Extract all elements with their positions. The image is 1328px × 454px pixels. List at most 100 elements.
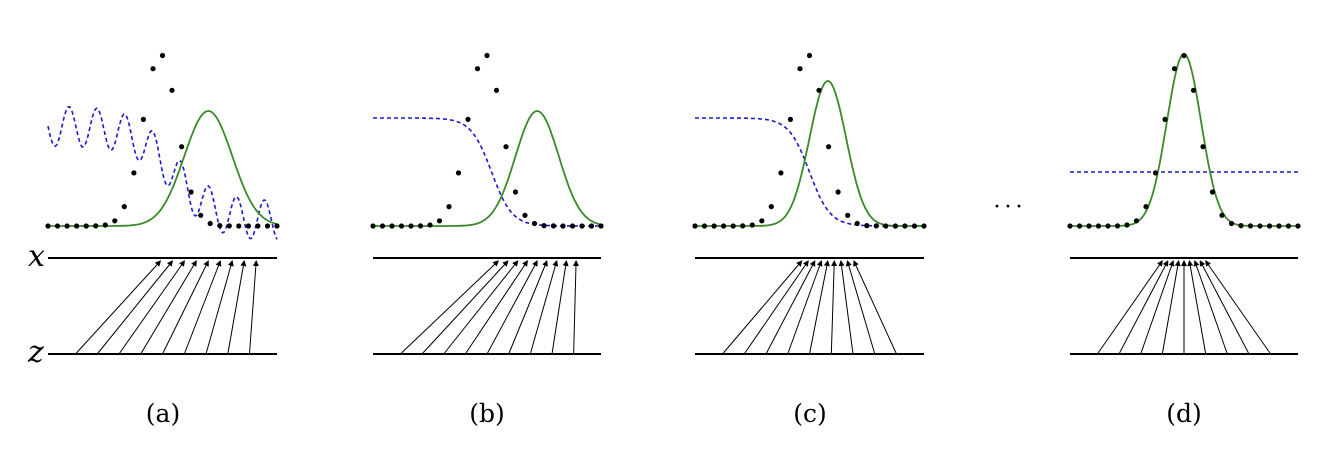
mapping-arrow bbox=[162, 260, 209, 355]
data-point bbox=[1095, 223, 1102, 229]
data-point bbox=[370, 223, 376, 229]
mapping-arrow bbox=[743, 260, 809, 355]
data-point bbox=[806, 52, 813, 59]
data-point bbox=[1143, 204, 1149, 210]
data-point bbox=[131, 170, 137, 176]
mapping-arrow bbox=[400, 260, 499, 355]
data-point bbox=[226, 223, 232, 229]
data-point bbox=[1152, 170, 1159, 176]
data-point bbox=[121, 204, 127, 210]
data-point bbox=[569, 223, 576, 229]
panel-caption-b: (b) bbox=[469, 399, 505, 428]
data-point bbox=[721, 223, 727, 229]
data-point bbox=[541, 223, 547, 229]
mapping-arrow bbox=[838, 260, 854, 355]
data-point bbox=[835, 189, 841, 195]
data-point bbox=[826, 144, 832, 150]
data-point bbox=[436, 218, 443, 224]
mapping-arrow bbox=[1096, 260, 1163, 355]
data-point bbox=[236, 223, 242, 229]
data-point bbox=[749, 222, 755, 228]
data-point bbox=[588, 223, 595, 229]
data-point bbox=[1285, 223, 1292, 229]
mapping-arrows-c bbox=[722, 260, 897, 355]
axis-label-z: z bbox=[27, 335, 44, 370]
data-point bbox=[102, 222, 108, 228]
mapping-arrow bbox=[722, 260, 803, 355]
distribution-plot-a bbox=[45, 52, 280, 240]
data-point bbox=[921, 223, 927, 229]
data-point bbox=[778, 170, 784, 176]
distribution-plot-c bbox=[692, 52, 927, 229]
panel-caption-a: (a) bbox=[146, 399, 180, 428]
data-point bbox=[873, 223, 879, 229]
data-point bbox=[1266, 223, 1273, 229]
data-point bbox=[854, 220, 860, 227]
data-point bbox=[484, 52, 490, 59]
axis-label-x: x bbox=[28, 239, 45, 274]
data-point bbox=[83, 223, 89, 229]
mapping-arrow bbox=[75, 260, 162, 355]
data-point bbox=[207, 220, 213, 227]
data-point bbox=[1171, 66, 1178, 72]
distribution-plot-d bbox=[1067, 52, 1301, 229]
data-point bbox=[1219, 212, 1225, 218]
generator-curve bbox=[695, 80, 924, 227]
ellipsis-continuation: ··· bbox=[994, 195, 1027, 220]
data-point bbox=[797, 66, 803, 72]
mapping-arrow bbox=[787, 260, 823, 355]
data-point bbox=[150, 66, 156, 72]
data-point bbox=[911, 223, 918, 229]
mapping-arrow bbox=[853, 260, 897, 355]
data-point bbox=[1133, 218, 1140, 224]
data-point bbox=[550, 223, 557, 229]
data-point bbox=[892, 223, 899, 229]
panel-b: (b) bbox=[370, 52, 604, 428]
data-point bbox=[398, 223, 405, 229]
data-point bbox=[579, 223, 585, 229]
data-point bbox=[531, 220, 538, 227]
mapping-arrow bbox=[421, 260, 509, 355]
data-point bbox=[379, 223, 386, 229]
mapping-arrow bbox=[765, 260, 816, 355]
data-point bbox=[1257, 223, 1263, 229]
data-point bbox=[93, 223, 99, 229]
data-point bbox=[264, 223, 271, 229]
data-point bbox=[759, 218, 765, 224]
data-point bbox=[816, 87, 822, 93]
data-point bbox=[408, 223, 414, 229]
data-point bbox=[1086, 223, 1092, 229]
data-point bbox=[1200, 144, 1206, 150]
mapping-arrow bbox=[508, 260, 548, 355]
data-point bbox=[417, 223, 424, 229]
panel-d: (d) bbox=[1067, 52, 1301, 428]
data-point bbox=[598, 223, 604, 229]
mapping-arrow bbox=[118, 260, 185, 355]
data-point bbox=[1238, 223, 1244, 229]
data-point bbox=[274, 223, 280, 229]
data-point bbox=[64, 223, 70, 229]
panel-a: (a) bbox=[45, 52, 280, 428]
data-point bbox=[1247, 223, 1254, 229]
data-point bbox=[217, 223, 223, 229]
mapping-arrows-d bbox=[1096, 260, 1272, 355]
mapping-arrow bbox=[140, 260, 197, 355]
data-point bbox=[188, 189, 194, 195]
data-point bbox=[1181, 52, 1187, 59]
data-point bbox=[883, 223, 889, 229]
mapping-arrows-b bbox=[400, 260, 579, 355]
data-point bbox=[1276, 223, 1282, 229]
data-point bbox=[768, 204, 774, 210]
data-point bbox=[845, 212, 851, 218]
data-point bbox=[902, 223, 908, 229]
data-point bbox=[1114, 223, 1121, 229]
data-point bbox=[512, 189, 519, 195]
data-point bbox=[1076, 223, 1083, 229]
data-point bbox=[740, 223, 746, 229]
mapping-arrow bbox=[1199, 260, 1250, 355]
data-point bbox=[159, 52, 166, 59]
data-point bbox=[198, 212, 204, 218]
data-point bbox=[455, 170, 462, 176]
panel-c: (c) bbox=[692, 52, 927, 428]
